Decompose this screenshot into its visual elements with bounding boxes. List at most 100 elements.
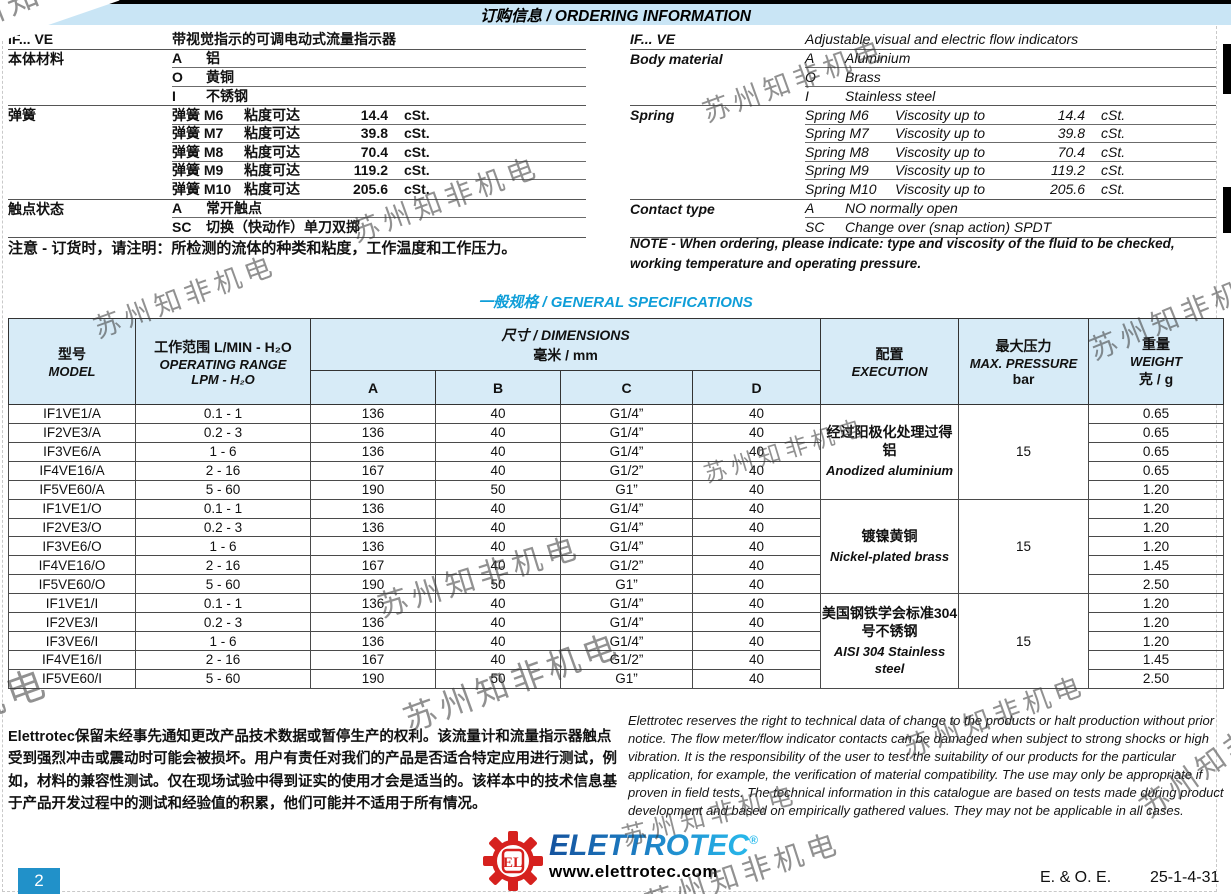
- dim-a-cell: 136: [310, 517, 436, 538]
- range-cell: 0.2 - 3: [135, 422, 311, 443]
- model-cell: IF4VE16/O: [8, 555, 136, 576]
- dim-d-cell: 40: [691, 517, 822, 538]
- option: A Aluminium: [805, 50, 1216, 68]
- dim-c-header: C: [560, 370, 693, 405]
- dim-b-cell: 40: [435, 536, 561, 557]
- section-label: 弹簧: [8, 107, 36, 124]
- dim-b-cell: 50: [435, 668, 561, 689]
- registered-mark: ®: [749, 833, 758, 847]
- ordering-note-cn: 注意 - 订货时，请注明：所检测的流体的种类和粘度，工作温度和工作压力。: [8, 240, 517, 257]
- dim-b-cell: 40: [435, 555, 561, 576]
- weight-cell: 1.20: [1088, 631, 1225, 651]
- page-edge-left: [2, 26, 3, 892]
- general-specifications-title: 一般规格 / GENERAL SPECIFICATIONS: [478, 294, 753, 311]
- dim-a-cell: 190: [310, 479, 436, 500]
- dim-b-cell: 40: [435, 460, 561, 481]
- table-row: IF5VE60/A 5 - 60 190 50 G1” 40 1.20: [8, 479, 1225, 500]
- option-code: SC: [172, 219, 192, 236]
- weight-cell: 1.45: [1088, 555, 1225, 576]
- series-description: 带视觉指示的可调电动式流量指示器: [172, 31, 396, 48]
- series-description: Adjustable visual and electric flow indi…: [805, 31, 1079, 48]
- range-cell: 2 - 16: [135, 649, 311, 670]
- range-cell: 1 - 6: [135, 536, 311, 557]
- dim-c-cell: G1/4”: [560, 404, 693, 424]
- dim-c-cell: G1”: [560, 479, 693, 500]
- dim-c-cell: G1/4”: [560, 441, 693, 462]
- ordering-row: 弹簧 M10 粘度可达 205.6 cSt.: [8, 180, 586, 200]
- dim-c-cell: G1/4”: [560, 631, 693, 651]
- ordering-row: 触点状态 A 常开触点: [8, 200, 586, 218]
- dim-d-cell: 40: [691, 574, 822, 595]
- section-label: Body material: [630, 50, 723, 67]
- top-rule: [0, 0, 1231, 4]
- range-cell: 0.1 - 1: [135, 498, 311, 519]
- ordering-row: Spring M7 Viscosity up to 39.8 cSt.: [630, 125, 1216, 143]
- range-cell: 1 - 6: [135, 631, 311, 651]
- section-label: Spring: [630, 107, 675, 124]
- spring-option: 弹簧 M9 粘度可达 119.2 cSt.: [172, 162, 586, 180]
- range-cell: 5 - 60: [135, 479, 311, 500]
- series-code: IF... VE: [8, 31, 54, 48]
- option-value: 黄铜: [206, 68, 234, 85]
- dim-d-cell: 40: [691, 631, 822, 651]
- option-code: A: [805, 50, 815, 67]
- dim-b-cell: 40: [435, 517, 561, 538]
- dim-a-cell: 190: [310, 574, 436, 595]
- section-label: Contact type: [630, 200, 715, 217]
- ordering-row: Contact type A NO normally open: [630, 200, 1216, 218]
- dim-b-cell: 40: [435, 649, 561, 670]
- spring-option: Spring M8 Viscosity up to 70.4 cSt.: [805, 143, 1216, 162]
- spring-option: 弹簧 M7 粘度可达 39.8 cSt.: [172, 125, 586, 143]
- weight-cell: 0.65: [1088, 441, 1225, 462]
- model-cell: IF3VE6/A: [8, 441, 136, 462]
- pressure-cell: 15: [958, 404, 1090, 500]
- dim-b-cell: 50: [435, 479, 561, 500]
- option-value: Aluminium: [845, 50, 911, 67]
- document-code: 25-1-4-31: [1150, 869, 1220, 886]
- range-cell: 0.1 - 1: [135, 404, 311, 424]
- execution-cell: 美国钢铁学会标准304号不锈钢 AISI 304 Stainless steel: [820, 593, 960, 689]
- disclaimer-en: Elettrotec reserves the right to technic…: [628, 713, 1224, 818]
- dim-d-cell: 40: [691, 668, 822, 689]
- dim-d-cell: 40: [691, 593, 822, 614]
- dim-a-cell: 136: [310, 536, 436, 557]
- dim-a-cell: 167: [310, 649, 436, 670]
- dimensions-column-header: 尺寸 / DIMENSIONS 毫米 / mm: [309, 318, 822, 371]
- pressure-cell: 15: [958, 498, 1090, 595]
- ordering-information-header: 订购信息 / ORDERING INFORMATION: [0, 4, 1231, 25]
- model-column-header: 型号 MODEL: [8, 318, 136, 405]
- ordering-row: IF... VE Adjustable visual and electric …: [630, 30, 1216, 50]
- ordering-row: Spring Spring M6 Viscosity up to 14.4 cSt.: [630, 106, 1216, 125]
- dim-a-cell: 167: [310, 460, 436, 481]
- table-row: IF2VE3/O 0.2 - 3 136 40 G1/4” 40 1.20: [8, 517, 1225, 538]
- dim-b-cell: 40: [435, 593, 561, 614]
- weight-cell: 0.65: [1088, 422, 1225, 443]
- dim-c-cell: G1/4”: [560, 498, 693, 519]
- ordering-row: O Brass: [630, 68, 1216, 87]
- dim-d-cell: 40: [691, 404, 822, 424]
- ordering-row: Spring M10 Viscosity up to 205.6 cSt.: [630, 180, 1216, 200]
- dim-c-cell: G1/4”: [560, 536, 693, 557]
- option-code: A: [172, 50, 183, 67]
- dim-d-cell: 40: [691, 460, 822, 481]
- execution-cell: 镀镍黄铜 Nickel-plated brass: [820, 498, 960, 595]
- model-cell: IF2VE3/I: [8, 612, 136, 633]
- dim-b-cell: 40: [435, 441, 561, 462]
- spring-option: Spring M9 Viscosity up to 119.2 cSt.: [805, 162, 1216, 180]
- specifications-table: 型号 MODEL 工作范围 L/MIN - H₂O OPERATING RANG…: [8, 318, 1225, 689]
- weight-cell: 1.20: [1088, 593, 1225, 614]
- ordering-table-en: IF... VE Adjustable visual and electric …: [630, 30, 1216, 238]
- max-pressure-column-header: 最大压力 MAX. PRESSURE bar: [958, 318, 1090, 405]
- weight-cell: 1.20: [1088, 498, 1225, 519]
- dim-b-cell: 40: [435, 631, 561, 651]
- dim-b-cell: 50: [435, 574, 561, 595]
- ordering-row: 弹簧 弹簧 M6 粘度可达 14.4 cSt.: [8, 106, 586, 125]
- option: I 不锈钢: [172, 87, 586, 106]
- ordering-row: 弹簧 M8 粘度可达 70.4 cSt.: [8, 143, 586, 162]
- option: O 黄铜: [172, 68, 586, 87]
- dim-a-cell: 136: [310, 441, 436, 462]
- model-cell: IF3VE6/I: [8, 631, 136, 651]
- model-cell: IF1VE1/I: [8, 593, 136, 614]
- dim-c-cell: G1/4”: [560, 517, 693, 538]
